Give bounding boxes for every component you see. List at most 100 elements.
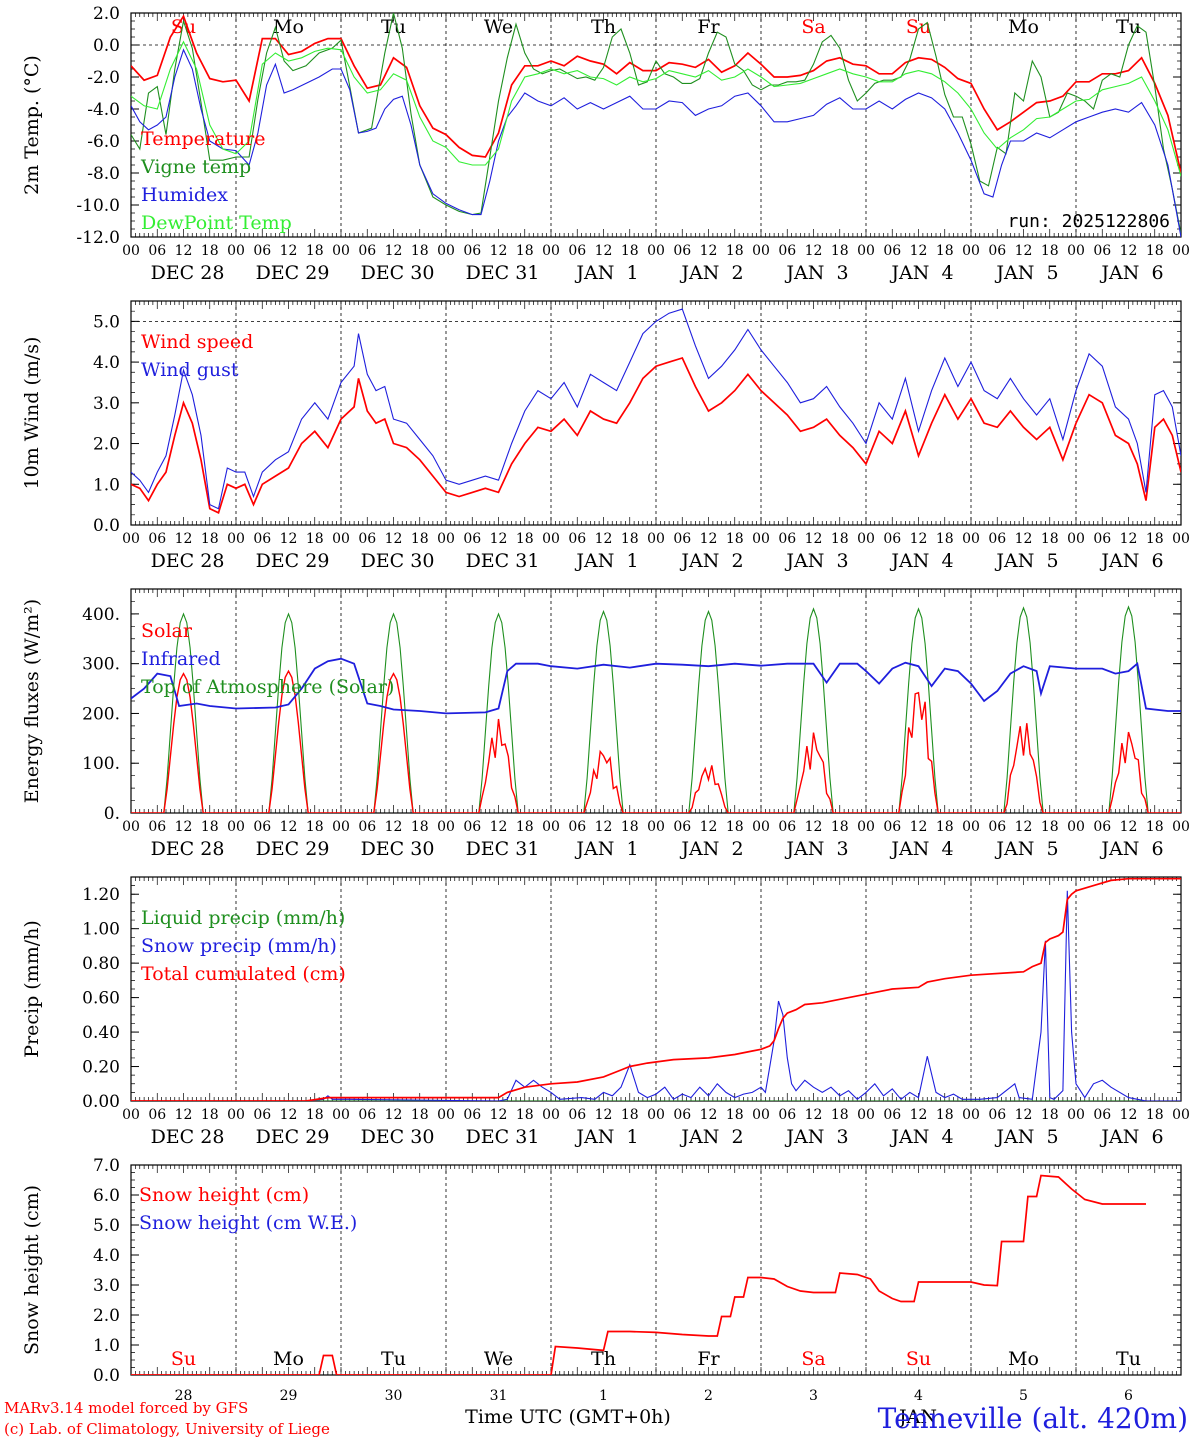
precip-hour-label: 12 xyxy=(490,1107,508,1123)
weekday-label: Mo xyxy=(273,16,304,38)
wind-hour-label: 00 xyxy=(437,531,455,547)
series-line-snow-precip-mm-h- xyxy=(131,890,1181,1101)
energy-hour-label: 12 xyxy=(595,819,613,835)
snow-y-tick-label: 6.0 xyxy=(93,1186,120,1206)
snow-weekday-label: Th xyxy=(591,1348,616,1370)
precip-hour-label: 18 xyxy=(1146,1107,1164,1123)
series-line-wind-gust xyxy=(131,308,1181,510)
temperature-hour-label: 00 xyxy=(122,243,140,259)
temperature-hour-label: 18 xyxy=(726,243,744,259)
energy-hour-label: 12 xyxy=(280,819,298,835)
temperature-hour-label: 06 xyxy=(778,243,796,259)
energy-hour-label: 18 xyxy=(516,819,534,835)
snow-day-number: 31 xyxy=(490,1388,508,1404)
temperature-date-label: JAN 2 xyxy=(679,262,743,284)
precip-date-label: JAN 5 xyxy=(994,1126,1058,1148)
wind-hour-label: 18 xyxy=(201,531,219,547)
temperature-frame xyxy=(130,12,1182,238)
precip-hour-label: 00 xyxy=(857,1107,875,1123)
wind-y-tick-label: 1.0 xyxy=(93,475,120,495)
temperature-hour-label: 18 xyxy=(1041,243,1059,259)
temperature-hour-label: 06 xyxy=(883,243,901,259)
temperature-date-label: DEC 30 xyxy=(361,262,435,284)
snow-day-number: 28 xyxy=(175,1388,193,1404)
wind-x-ticks xyxy=(130,301,1182,525)
energy-date-label: DEC 31 xyxy=(466,838,540,860)
credit-line-2: (c) Lab. of Climatology, University of L… xyxy=(4,1420,330,1438)
temperature-y-tick-label: 2.0 xyxy=(93,4,120,24)
wind-hour-label: 18 xyxy=(936,531,954,547)
snow-weekday-label: Fr xyxy=(697,1348,720,1370)
wind-hour-label: 00 xyxy=(752,531,770,547)
temperature-date-label: JAN 5 xyxy=(994,262,1058,284)
temperature-hour-label: 12 xyxy=(595,243,613,259)
temperature-legend-entry: Vigne temp xyxy=(140,156,251,178)
precip-hour-label: 12 xyxy=(280,1107,298,1123)
energy-date-label: JAN 6 xyxy=(1099,838,1163,860)
precip-date-label: DEC 31 xyxy=(466,1126,540,1148)
energy-frame xyxy=(130,588,1182,814)
energy-hour-label: 18 xyxy=(201,819,219,835)
weekday-label: Fr xyxy=(697,16,720,38)
precip-date-label: DEC 28 xyxy=(151,1126,225,1148)
energy-hour-label: 12 xyxy=(700,819,718,835)
temperature-hour-label: 00 xyxy=(962,243,980,259)
temperature-hour-label: 00 xyxy=(857,243,875,259)
energy-hour-label: 00 xyxy=(857,819,875,835)
energy-hour-label: 06 xyxy=(778,819,796,835)
wind-legend-entry: Wind gust xyxy=(141,359,239,381)
wind-hour-label: 12 xyxy=(175,531,193,547)
wind-y-tick-label: 0.0 xyxy=(93,516,120,536)
precip-hour-label: 18 xyxy=(831,1107,849,1123)
precip-hour-label: 06 xyxy=(1093,1107,1111,1123)
credit-line-1: MARv3.14 model forced by GFS xyxy=(4,1399,248,1417)
precip-date-label: DEC 29 xyxy=(256,1126,330,1148)
temperature-x-ticks xyxy=(130,13,1182,237)
precip-hour-label: 12 xyxy=(385,1107,403,1123)
precip-y-tick-label: 1.20 xyxy=(82,885,120,905)
energy-date-label: JAN 3 xyxy=(784,838,848,860)
wind-hour-label: 18 xyxy=(1041,531,1059,547)
energy-hour-label: 00 xyxy=(752,819,770,835)
series-line-snow-height-cm- xyxy=(131,1174,1146,1375)
wind-hour-label: 06 xyxy=(988,531,1006,547)
temperature-date-label: JAN 1 xyxy=(574,262,638,284)
wind-hour-label: 00 xyxy=(647,531,665,547)
temperature-hour-label: 00 xyxy=(1172,243,1190,259)
precip-y-tick-label: 0.20 xyxy=(82,1058,120,1078)
wind-hour-label: 06 xyxy=(358,531,376,547)
energy-y-tick-label: 200. xyxy=(82,704,120,724)
energy-date-label: JAN 2 xyxy=(679,838,743,860)
temperature-hour-label: 00 xyxy=(437,243,455,259)
precip-hour-label: 12 xyxy=(175,1107,193,1123)
energy-hour-label: 18 xyxy=(306,819,324,835)
precip-hour-label: 18 xyxy=(621,1107,639,1123)
temperature-hour-label: 00 xyxy=(752,243,770,259)
precip-hour-label: 00 xyxy=(1067,1107,1085,1123)
snow-legend-entry: Snow height (cm W.E.) xyxy=(139,1212,357,1234)
location-label: Tenneville (alt. 420m) xyxy=(878,1402,1188,1435)
precip-hour-label: 12 xyxy=(700,1107,718,1123)
weekday-label: Mo xyxy=(1008,16,1039,38)
precip-hour-label: 00 xyxy=(1172,1107,1190,1123)
energy-hour-label: 12 xyxy=(175,819,193,835)
wind-date-label: DEC 29 xyxy=(256,550,330,572)
wind-frame xyxy=(130,300,1182,526)
energy-hour-label: 00 xyxy=(437,819,455,835)
wind-legend-entry: Wind speed xyxy=(141,331,253,353)
precip-hour-label: 12 xyxy=(805,1107,823,1123)
energy-y-tick-label: 100. xyxy=(82,754,120,774)
energy-legend-entry: Infrared xyxy=(141,648,221,670)
temperature-hour-label: 12 xyxy=(1015,243,1033,259)
temperature-hour-label: 12 xyxy=(1120,243,1138,259)
wind-hour-label: 06 xyxy=(253,531,271,547)
energy-hour-label: 12 xyxy=(910,819,928,835)
energy-hour-label: 00 xyxy=(542,819,560,835)
wind-date-label: JAN 1 xyxy=(574,550,638,572)
energy-hour-label: 00 xyxy=(1067,819,1085,835)
precip-hour-label: 18 xyxy=(936,1107,954,1123)
precip-hour-label: 00 xyxy=(122,1107,140,1123)
precip-y-tick-label: 0.60 xyxy=(82,989,120,1009)
precip-hour-label: 18 xyxy=(726,1107,744,1123)
temperature-y-tick-label: -4.0 xyxy=(87,100,120,120)
